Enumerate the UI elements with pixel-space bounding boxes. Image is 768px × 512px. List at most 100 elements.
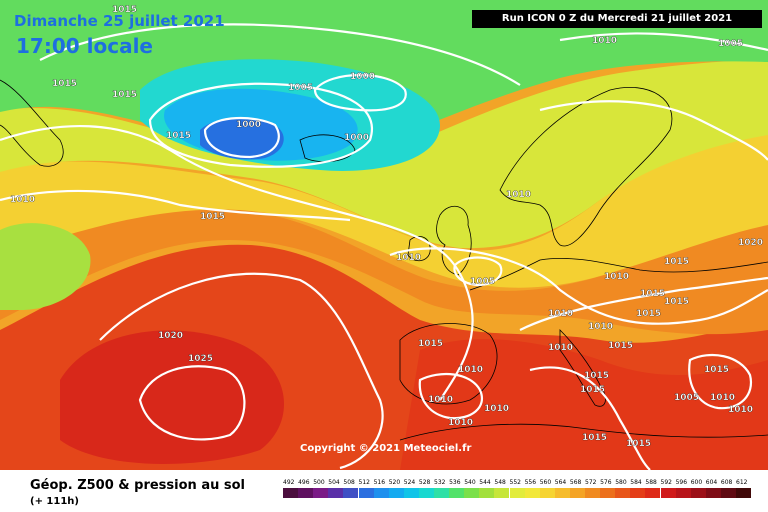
legend-color-swatch xyxy=(720,488,736,498)
legend-tick-label: 568 xyxy=(569,479,582,486)
legend-tick-label: 516 xyxy=(373,479,386,486)
pressure-label: 1000 xyxy=(344,133,369,143)
pressure-label: 1010 xyxy=(728,405,753,415)
pressure-label: 1015 xyxy=(636,309,661,319)
pressure-label: 1025 xyxy=(188,354,213,364)
color-scale-legend: 492 496 500 504 508 512 516 520 524 528 532 536 540 5… xyxy=(283,479,753,509)
isobar-1010-north xyxy=(0,189,351,222)
legend-color-swatch xyxy=(554,488,570,498)
pressure-label: 1010 xyxy=(428,395,453,405)
pressure-label: 1010 xyxy=(448,418,473,428)
isobar-1010-balkan xyxy=(688,353,753,410)
legend-tick-label: 612 xyxy=(736,479,748,486)
isobar-1005-uk xyxy=(453,256,503,287)
pressure-label: 1015 xyxy=(112,90,137,100)
pressure-label: 1005 xyxy=(288,83,313,93)
legend-color-swatch xyxy=(418,488,434,498)
isobar-1000-iceland xyxy=(203,116,280,159)
legend-tick-label: 584 xyxy=(630,479,642,486)
legend-tick-label: 508 xyxy=(343,479,355,486)
isobar-1010-ne xyxy=(559,32,768,52)
legend-tick-label: 548 xyxy=(494,479,506,486)
pressure-label: 1015 xyxy=(166,131,191,141)
pressure-label: 1015 xyxy=(580,385,605,395)
british-isles xyxy=(436,205,472,276)
legend-tick-label: 500 xyxy=(313,479,325,486)
legend-color-swatch xyxy=(705,488,721,498)
legend-color-swatch xyxy=(615,488,631,498)
pressure-label: 1000 xyxy=(236,120,261,130)
isobar-1015-south xyxy=(529,366,651,470)
orange-band xyxy=(0,208,768,335)
pressure-label: 1015 xyxy=(418,339,443,349)
legend-tick-label: 580 xyxy=(615,479,627,486)
legend-color-swatch xyxy=(675,488,691,498)
legend-tick-label: 492 xyxy=(283,479,295,486)
pressure-label: 1010 xyxy=(548,309,573,319)
pressure-label: 1010 xyxy=(592,36,617,46)
legend-color-swatch xyxy=(388,488,404,498)
deep-blue-core xyxy=(200,118,284,160)
greenland-coast xyxy=(0,79,64,167)
legend-color-swatch xyxy=(298,488,314,498)
legend-color-swatch xyxy=(358,488,374,498)
pressure-label: 1015 xyxy=(664,297,689,307)
legend-tick-label: 588 xyxy=(645,479,657,486)
pressure-label: 1015 xyxy=(608,341,633,351)
isobar-1010-iberia xyxy=(418,373,483,420)
isobar-1010-europe xyxy=(389,247,768,325)
pressure-label: 1010 xyxy=(396,253,421,263)
legend-tick-label: 544 xyxy=(479,479,491,486)
legend-tick-label: 528 xyxy=(418,479,431,486)
legend-color-swatch xyxy=(539,488,555,498)
legend-color-swatch xyxy=(736,488,752,498)
legend-tick-label: 556 xyxy=(524,479,537,486)
legend-tick-label: 572 xyxy=(585,479,597,486)
continental-coast xyxy=(469,257,768,291)
isobar-1000-east xyxy=(313,74,407,112)
pressure-label: 1005 xyxy=(718,39,743,49)
legend-tick-label: 604 xyxy=(705,479,718,486)
legend-tick-label: 540 xyxy=(464,479,476,486)
pressure-label: 1010 xyxy=(710,393,735,403)
pressure-label: 1015 xyxy=(112,5,137,15)
legend-color-swatch xyxy=(494,488,510,498)
legend-tick-label: 520 xyxy=(388,479,401,486)
iceland-coast xyxy=(299,134,356,163)
legend-tick-label: 552 xyxy=(509,479,521,486)
legend-color-swatch xyxy=(645,488,661,498)
legend-tick-label: 576 xyxy=(600,479,612,486)
legend-color-swatch xyxy=(328,488,344,498)
legend-color-swatch xyxy=(464,488,480,498)
legend-color-swatch xyxy=(600,488,616,498)
pressure-label: 1010 xyxy=(10,195,35,205)
ireland xyxy=(407,236,431,262)
pressure-label: 1015 xyxy=(664,257,689,267)
legend-tick-label: 536 xyxy=(449,479,461,486)
pressure-label: 1020 xyxy=(738,238,763,248)
yellow-band xyxy=(0,130,768,288)
geopotential-map: 1015 1015 1015 1010 1005 1000 1005 1000 … xyxy=(0,0,768,470)
north-africa xyxy=(399,423,768,441)
legend-tick-label: 532 xyxy=(434,479,446,486)
pressure-label: 1010 xyxy=(506,190,531,200)
isobar-1015-europe xyxy=(519,276,768,331)
pressure-label: 1010 xyxy=(548,343,573,353)
isobar-1015-scand xyxy=(539,100,768,161)
pressure-label: 1015 xyxy=(582,433,607,443)
isobar-1015-mid xyxy=(0,124,474,401)
legend-tick-label: 512 xyxy=(358,479,370,486)
legend-tick-label: 564 xyxy=(554,479,567,486)
pressure-label: 1005 xyxy=(674,393,699,403)
pressure-label: 1015 xyxy=(52,79,77,89)
legend-tick-label: 504 xyxy=(328,479,340,486)
pressure-label: 1000 xyxy=(350,72,375,82)
pressure-label: 1015 xyxy=(200,212,225,222)
legend-tick-label: 596 xyxy=(675,479,688,486)
west-green-patch xyxy=(0,223,91,310)
isobars xyxy=(0,23,768,470)
legend-color-swatch xyxy=(313,488,329,498)
isobar-1020-west xyxy=(99,272,384,470)
forecast-lead-time: (+ 111h) xyxy=(30,496,79,507)
